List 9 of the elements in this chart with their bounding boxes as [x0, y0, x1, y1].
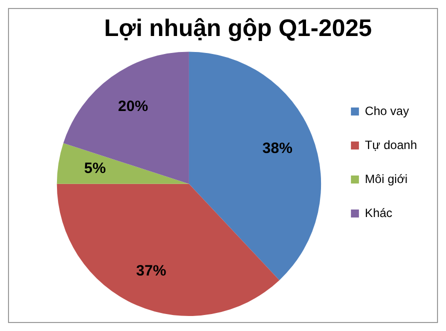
data-label: 37%	[136, 262, 166, 280]
legend-label: Cho vay	[364, 104, 409, 118]
data-label: 5%	[84, 160, 106, 178]
legend-label: Khác	[364, 206, 392, 220]
data-label: 20%	[118, 98, 148, 116]
data-label: 38%	[262, 140, 292, 158]
chart-title: Lợi nhuận gộp Q1-2025	[104, 15, 372, 42]
legend-label: Môi giới	[364, 172, 408, 186]
legend-label: Tự doanh	[364, 138, 418, 152]
